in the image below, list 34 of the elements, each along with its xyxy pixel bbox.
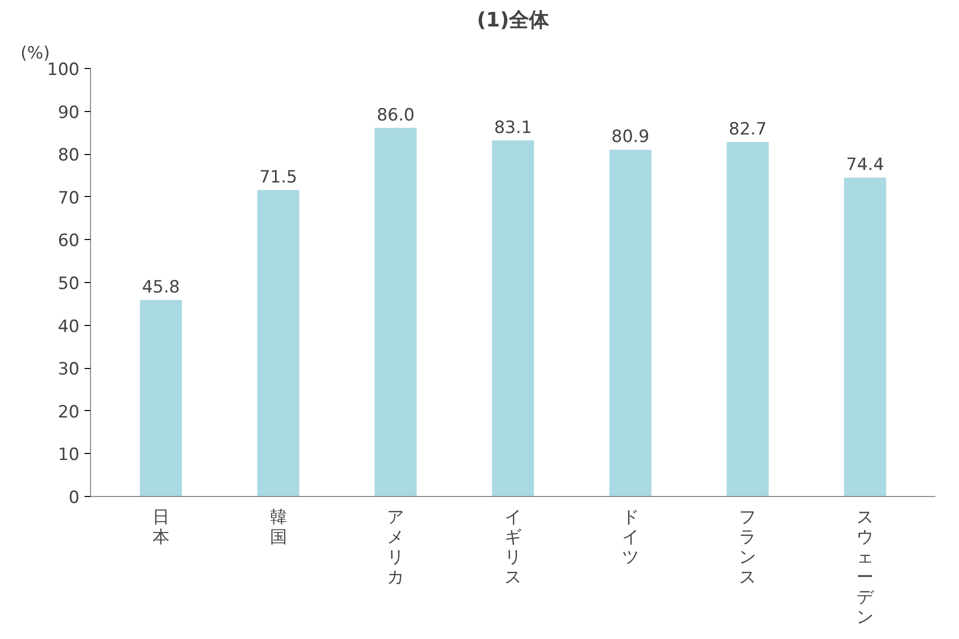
x-tick-label: アメリカ (387, 508, 404, 588)
x-tick-label: ドイツ (622, 508, 639, 568)
x-tick-label: 日本 (152, 508, 170, 548)
y-tick-label: 40 (58, 316, 80, 337)
data-label: 74.4 (846, 155, 884, 176)
y-axis-title: (%) (20, 44, 50, 64)
y-tick-label: 70 (58, 188, 80, 208)
data-label: 83.1 (494, 118, 532, 138)
data-label: 86.0 (376, 105, 415, 126)
chart-title: (1)全体 (476, 8, 550, 32)
y-tick-label: 20 (58, 402, 80, 422)
bar (609, 150, 652, 496)
x-tick-label: 韓国 (270, 508, 287, 548)
y-tick-label: 50 (58, 274, 80, 294)
y-tick-label: 80 (58, 146, 80, 166)
data-label: 82.7 (728, 120, 767, 140)
bar (140, 300, 182, 496)
bar (844, 178, 886, 496)
x-tick-label: スウェーデン (856, 508, 875, 628)
y-tick-label: 60 (58, 231, 80, 252)
data-label: 80.9 (611, 127, 650, 148)
y-tick-label: 100 (47, 60, 80, 80)
bar (492, 140, 534, 496)
y-tick-label: 30 (58, 360, 80, 380)
bar (726, 142, 769, 496)
y-tick-label: 0 (68, 488, 80, 508)
y-tick-label: 10 (58, 445, 80, 466)
x-tick-label: イギリス (504, 508, 522, 588)
x-tick-label: フランス (739, 508, 756, 588)
bar (257, 190, 300, 496)
data-label: 71.5 (259, 167, 298, 188)
data-label: 45.8 (142, 277, 180, 298)
y-tick-label: 90 (58, 102, 80, 123)
bar (374, 128, 417, 496)
